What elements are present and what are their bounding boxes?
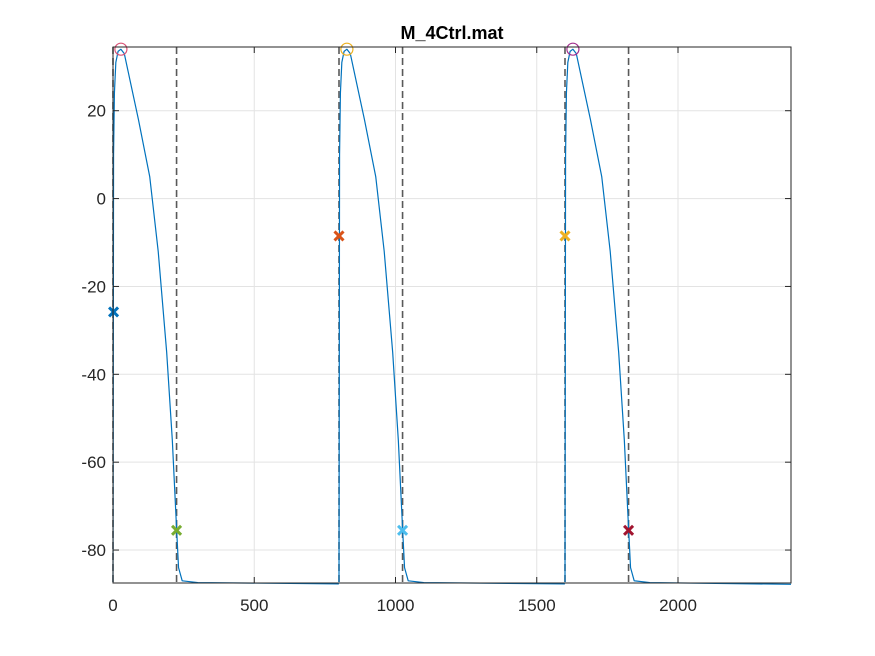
x-tick-label: 2000 — [659, 596, 697, 615]
cross-marker-stroke — [397, 524, 409, 536]
x-tick-label: 500 — [240, 596, 268, 615]
beat-trace-1 — [112, 48, 339, 585]
y-tick-label: 0 — [97, 190, 106, 209]
x-tick-label: 1500 — [518, 596, 556, 615]
peak-marker-1 — [114, 42, 128, 56]
plot-area — [108, 42, 792, 585]
cross-marker-stroke — [108, 306, 120, 318]
tick-marks — [112, 47, 791, 583]
y-tick-label: -40 — [81, 365, 106, 384]
cross-marker-6 — [623, 524, 635, 536]
cross-marker-5 — [397, 524, 409, 536]
y-tick-label: -80 — [81, 541, 106, 560]
grid-lines — [112, 47, 791, 583]
y-tick-labels: 20 0 -20 -40 -60 -80 — [81, 102, 106, 560]
peak-marker-2 — [340, 42, 354, 56]
cross-marker-1 — [108, 306, 120, 318]
y-tick-label: -60 — [81, 453, 106, 472]
axes-background — [113, 47, 791, 583]
peak-marker-3 — [566, 42, 580, 56]
x-tick-labels: 0 500 1000 1500 2000 — [108, 596, 697, 615]
beat-trace-3 — [564, 48, 792, 585]
chart-title: M_4Ctrl.mat — [400, 23, 503, 43]
cross-marker-stroke — [171, 524, 183, 536]
cross-marker-stroke — [559, 230, 571, 242]
x-tick-label: 1000 — [377, 596, 415, 615]
y-tick-label: -20 — [81, 277, 106, 296]
cross-marker-stroke — [333, 230, 345, 242]
voltage-trace — [112, 48, 792, 585]
cross-marker-stroke — [623, 524, 635, 536]
axes-box — [112, 46, 792, 584]
cross-marker-4 — [171, 524, 183, 536]
cross-marker-2 — [333, 230, 345, 242]
beat-trace-2 — [338, 48, 565, 585]
markers — [108, 42, 635, 536]
y-tick-label: 20 — [87, 102, 106, 121]
cross-marker-3 — [559, 230, 571, 242]
x-tick-label: 0 — [108, 596, 117, 615]
